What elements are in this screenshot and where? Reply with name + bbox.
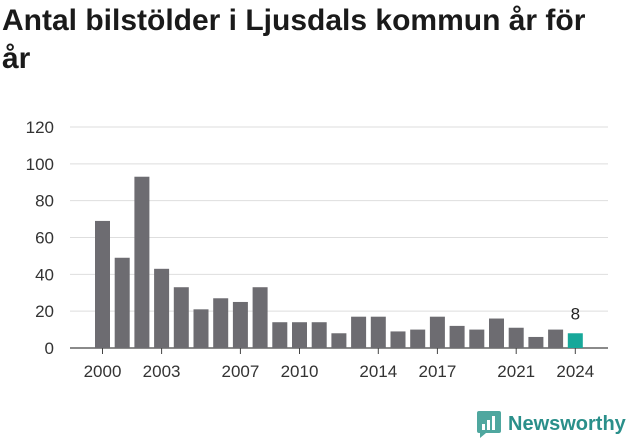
y-tick-label: 100 bbox=[26, 155, 54, 174]
x-tick-label: 2010 bbox=[281, 362, 319, 381]
x-tick-label: 2021 bbox=[497, 362, 535, 381]
brand-name: Newsworthy bbox=[508, 412, 626, 435]
bar-2006 bbox=[213, 298, 229, 348]
bar-2015 bbox=[390, 331, 406, 348]
bar-2011 bbox=[311, 322, 327, 348]
y-tick-label: 20 bbox=[35, 302, 54, 321]
x-tick-label: 2003 bbox=[143, 362, 181, 381]
bar-2005 bbox=[193, 309, 209, 348]
y-tick-label: 40 bbox=[35, 265, 54, 284]
x-tick-label: 2024 bbox=[556, 362, 594, 381]
bar-2020 bbox=[489, 318, 504, 348]
bar-2002 bbox=[134, 176, 150, 348]
bar-2024 bbox=[567, 333, 583, 348]
bar-2009 bbox=[272, 322, 288, 348]
bar-2007 bbox=[232, 301, 248, 348]
data-labels: 8 bbox=[571, 304, 580, 323]
bar-2022 bbox=[528, 336, 544, 348]
x-tick-label: 2007 bbox=[221, 362, 259, 381]
y-axis-ticks: 0 20 40 60 80 100 120 bbox=[26, 118, 54, 358]
bar-2004 bbox=[173, 287, 189, 348]
bar-2010 bbox=[292, 322, 307, 348]
x-axis-ticks: 2000 2003 2007 2010 2014 2017 2021 2024 bbox=[84, 348, 594, 381]
newsworthy-brand: Newsworthy bbox=[476, 408, 626, 440]
chart-title: Antal bilstölder i Ljusdals kommun år fö… bbox=[2, 4, 586, 75]
y-tick-label: 120 bbox=[26, 118, 54, 137]
bar-2014 bbox=[370, 316, 386, 348]
bar-2018 bbox=[449, 325, 465, 348]
bar-2000 bbox=[95, 220, 110, 348]
bar-2012 bbox=[331, 333, 347, 348]
bar-2016 bbox=[410, 329, 426, 348]
gridlines bbox=[70, 126, 608, 349]
bar-2013 bbox=[351, 316, 367, 348]
y-tick-label: 0 bbox=[45, 339, 54, 358]
y-tick-label: 60 bbox=[35, 229, 54, 248]
x-tick-label: 2017 bbox=[418, 362, 456, 381]
bar-2019 bbox=[469, 329, 485, 348]
newsworthy-logo-icon bbox=[477, 411, 501, 438]
bar-chart: 0 20 40 60 80 100 120 2000 2003 2007 2010 2014 2017… bbox=[26, 118, 608, 381]
bar-2017 bbox=[429, 316, 445, 348]
x-tick-label: 2000 bbox=[84, 362, 122, 381]
x-tick-label: 2014 bbox=[359, 362, 397, 381]
y-tick-label: 80 bbox=[35, 192, 54, 211]
bar-2003 bbox=[154, 268, 170, 348]
bar-2023 bbox=[548, 329, 564, 348]
bars bbox=[95, 176, 583, 348]
bar-2001 bbox=[114, 257, 130, 348]
data-label-2024: 8 bbox=[571, 304, 580, 323]
bar-2008 bbox=[252, 287, 268, 348]
bar-2021 bbox=[508, 327, 524, 348]
